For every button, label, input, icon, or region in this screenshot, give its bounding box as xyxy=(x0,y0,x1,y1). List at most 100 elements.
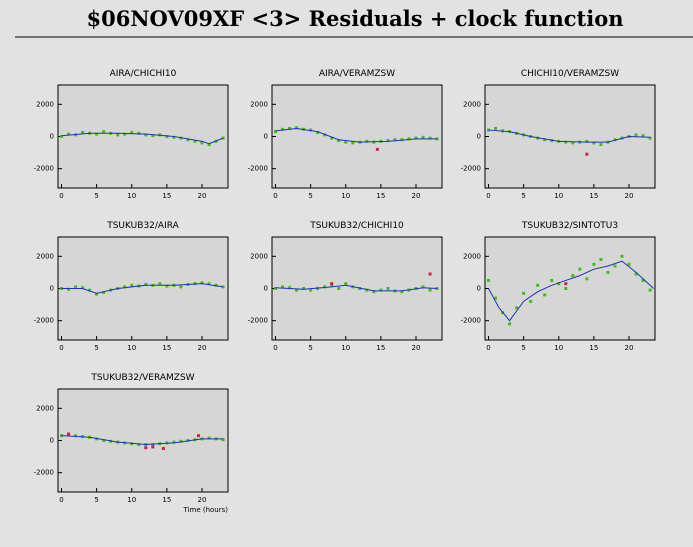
y-tick-label: -2000 xyxy=(34,317,54,325)
residual-point xyxy=(585,152,589,156)
residual-point xyxy=(330,282,334,286)
x-tick-label: 10 xyxy=(554,192,563,200)
residual-point xyxy=(585,139,589,143)
x-tick-label: 5 xyxy=(94,496,98,504)
residual-point xyxy=(67,287,71,291)
residual-point xyxy=(137,131,141,135)
residual-point xyxy=(274,287,278,290)
y-tick-label: -2000 xyxy=(34,469,54,477)
x-tick-label: 0 xyxy=(59,344,63,352)
residual-point xyxy=(193,139,197,143)
residual-point xyxy=(599,258,603,262)
y-tick-label: 2000 xyxy=(36,100,54,108)
plot-area xyxy=(57,236,229,341)
x-tick-label: 10 xyxy=(554,344,563,352)
residual-point xyxy=(281,127,285,131)
residual-point xyxy=(95,132,99,136)
residual-point xyxy=(323,133,327,137)
x-tick-label: 10 xyxy=(127,496,136,504)
residual-point xyxy=(634,272,638,276)
x-tick-label: 5 xyxy=(94,192,98,200)
clock-function xyxy=(488,260,654,322)
x-tick-label: 5 xyxy=(94,344,98,352)
residual-point xyxy=(196,434,200,438)
residual-point xyxy=(179,439,183,443)
residual-point xyxy=(571,274,575,278)
residual-point xyxy=(330,283,334,287)
residual-point xyxy=(302,287,306,290)
x-tick-label: 20 xyxy=(625,344,634,352)
x-tick-label: 10 xyxy=(341,192,350,200)
x-tick-label: 0 xyxy=(273,192,277,200)
x-tick-label: 20 xyxy=(412,192,421,200)
residual-point xyxy=(627,262,631,266)
clock-function xyxy=(488,129,651,143)
residual-point xyxy=(543,293,547,297)
residual-point xyxy=(386,139,390,143)
residual-point xyxy=(648,136,652,140)
residual-point xyxy=(536,283,540,287)
x-tick-label: 15 xyxy=(376,192,385,200)
residual-point xyxy=(295,126,299,130)
clock-function xyxy=(61,283,224,294)
y-tick-label: 2000 xyxy=(250,100,268,108)
residual-point xyxy=(309,288,313,292)
residual-point xyxy=(102,291,106,295)
residual-point xyxy=(428,272,432,276)
residual-point xyxy=(550,278,554,282)
residual-point xyxy=(557,282,561,286)
residual-point xyxy=(207,282,211,286)
y-tick-label: -2000 xyxy=(248,317,268,325)
residual-point xyxy=(400,290,404,294)
residual-point xyxy=(494,296,498,300)
x-tick-label: 0 xyxy=(273,344,277,352)
x-tick-label: 0 xyxy=(59,496,63,504)
residual-point xyxy=(179,285,183,289)
y-tick-label: 0 xyxy=(50,133,54,141)
plot-area xyxy=(57,84,229,189)
residual-point xyxy=(81,130,85,134)
residual-point xyxy=(613,138,617,142)
residual-point xyxy=(151,445,155,449)
residual-point xyxy=(158,282,162,286)
residual-point xyxy=(102,439,106,442)
residual-point xyxy=(200,281,204,285)
residual-point xyxy=(151,134,155,138)
y-tick-label: 0 xyxy=(50,437,54,445)
panel-title: TSUKUB32/VERAMZSW xyxy=(90,373,194,383)
panel-title: TSUKUB32/CHICHI10 xyxy=(309,221,404,231)
residual-point xyxy=(81,286,85,290)
x-tick-label: 5 xyxy=(308,192,312,200)
residual-point xyxy=(172,440,176,444)
residual-point xyxy=(522,291,526,295)
clock-function xyxy=(61,132,224,145)
residual-point xyxy=(351,141,355,145)
residual-point xyxy=(130,283,134,287)
residual-point xyxy=(137,443,141,447)
x-tick-label: 0 xyxy=(486,192,490,200)
residual-point xyxy=(564,282,568,286)
x-tick-label: 15 xyxy=(162,496,171,504)
residual-point xyxy=(74,434,78,438)
x-tick-label: 15 xyxy=(162,344,171,352)
plot-area xyxy=(271,236,443,341)
residual-point xyxy=(428,288,432,292)
residual-point xyxy=(337,139,341,143)
residual-point xyxy=(641,134,645,138)
residual-point xyxy=(571,141,575,145)
residual-point xyxy=(487,278,491,282)
y-tick-label: 2000 xyxy=(463,252,481,260)
y-tick-label: 2000 xyxy=(36,404,54,412)
residual-point xyxy=(529,299,533,303)
y-tick-label: 2000 xyxy=(463,100,481,108)
residual-point xyxy=(578,267,582,271)
plot-area xyxy=(484,236,656,341)
residual-point xyxy=(414,136,418,140)
residual-point xyxy=(116,133,120,137)
residual-point xyxy=(274,130,278,134)
x-tick-label: 20 xyxy=(625,192,634,200)
residual-point xyxy=(144,446,148,450)
x-tick-label: 5 xyxy=(521,344,525,352)
residual-point xyxy=(288,126,292,130)
